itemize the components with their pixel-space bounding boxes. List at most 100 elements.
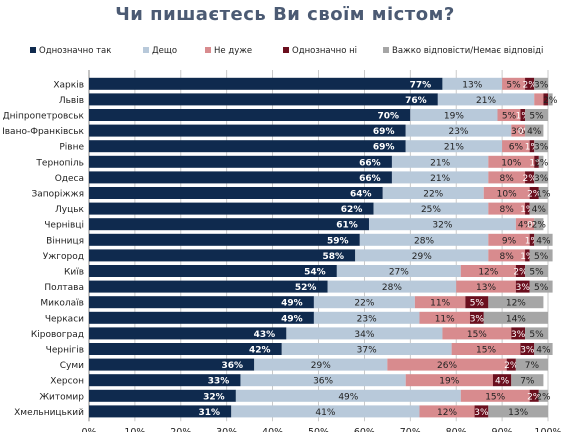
data-label: 15%	[467, 330, 487, 340]
bar-segment	[474, 405, 489, 418]
bar-segment	[368, 218, 516, 231]
chart-title: Чи пишаєтесь Ви своїм містом?	[115, 4, 455, 25]
data-label: 31%	[199, 408, 221, 418]
category-label: Луцьк	[55, 205, 85, 215]
category-label: Кіровоград	[31, 330, 84, 340]
bar-segment	[89, 358, 255, 371]
data-label: 58%	[322, 252, 344, 262]
bar-segment	[488, 233, 530, 246]
bar-segment	[419, 311, 470, 324]
bar-segment	[460, 389, 530, 402]
data-label: 0%	[518, 127, 533, 137]
bar-segment	[502, 77, 526, 90]
category-label: Суми	[60, 361, 84, 371]
category-label: Вінниця	[46, 236, 84, 246]
data-label: 10%	[501, 158, 521, 168]
bar-segment	[89, 405, 232, 418]
bar-segment	[327, 280, 457, 293]
bar-segment	[534, 140, 548, 153]
data-label: 13%	[508, 408, 528, 418]
data-label: 3%	[520, 346, 535, 356]
data-label: 2%	[522, 80, 537, 90]
bar-segment	[89, 296, 314, 309]
data-label: 5%	[502, 112, 517, 122]
bar-segment	[240, 374, 406, 387]
data-label: 5%	[529, 112, 544, 122]
data-label: 10%	[497, 190, 517, 200]
data-label: 27%	[389, 268, 409, 278]
bar-segment	[525, 77, 535, 90]
data-label: 3%	[474, 408, 489, 418]
data-label: 37%	[357, 346, 377, 356]
category-label: Чернігів	[46, 346, 84, 356]
data-label: 5%	[506, 80, 521, 90]
data-label: 5%	[529, 268, 544, 278]
category-label: Дніпропетровськ	[3, 112, 85, 122]
bar-segment	[89, 327, 287, 340]
bar-segment	[89, 93, 438, 106]
bar-segment	[529, 249, 553, 262]
bar-segment	[442, 77, 503, 90]
bar-segment	[231, 405, 420, 418]
bar-segment	[391, 171, 489, 184]
data-label: 23%	[448, 127, 468, 137]
data-label: 77%	[410, 80, 432, 90]
bar-segment	[483, 187, 530, 199]
data-label: 49%	[281, 314, 303, 324]
data-label: 11%	[430, 299, 450, 309]
data-label: 36%	[221, 361, 243, 371]
bar-segment	[520, 343, 535, 355]
data-label: 13%	[462, 80, 482, 90]
bar-segment	[515, 265, 526, 277]
data-label: 13%	[476, 283, 496, 293]
x-tick-label: 30%	[216, 427, 237, 432]
bar-segment	[529, 187, 539, 199]
bar-segment	[89, 140, 406, 153]
legend-label: Важко відповісти/Немає відповіді	[392, 46, 543, 56]
data-label: 2%	[504, 361, 519, 371]
data-label: 4%	[532, 205, 547, 215]
data-label: 7%	[520, 377, 535, 387]
data-label: 7%	[525, 361, 540, 371]
category-label: Київ	[64, 268, 84, 278]
data-label: 33%	[208, 377, 230, 387]
x-tick-label: 70%	[400, 427, 421, 432]
bar-segment	[529, 202, 548, 215]
category-label: Львів	[59, 96, 84, 106]
data-label: 3%	[534, 174, 549, 184]
bar-segment	[502, 140, 530, 153]
data-label: 61%	[336, 221, 358, 231]
data-label: 2%	[532, 221, 547, 231]
x-tick-label: 100%	[534, 427, 561, 432]
category-label: Черкаси	[45, 314, 84, 324]
data-label: 0%	[527, 221, 542, 231]
data-label: 1%	[529, 158, 544, 168]
bar-segment	[451, 343, 521, 355]
data-label: 29%	[311, 361, 331, 371]
bar-segment	[89, 124, 406, 137]
data-label: 59%	[327, 236, 349, 246]
data-label: 15%	[476, 346, 496, 356]
bar-segment	[336, 265, 461, 277]
bar-segment	[534, 171, 548, 184]
data-label: 3%	[470, 314, 485, 324]
bar-segment	[465, 296, 489, 309]
bar-segment	[281, 343, 452, 355]
data-label: 41%	[315, 408, 335, 418]
data-label: 76%	[405, 96, 427, 106]
data-label: 22%	[354, 299, 374, 309]
bar-segment	[525, 327, 548, 340]
data-label: 4%	[495, 377, 510, 387]
bar-segment	[488, 155, 535, 168]
category-label: Одеса	[55, 174, 84, 184]
data-label: 62%	[341, 205, 363, 215]
bar-segment	[515, 218, 535, 231]
bar-segment	[313, 311, 420, 324]
data-label: 54%	[304, 268, 326, 278]
bar-segment	[405, 124, 512, 137]
data-label: 49%	[281, 299, 303, 309]
bar-segment	[525, 249, 530, 262]
bar-segment	[410, 109, 498, 121]
category-label: Миколаїв	[40, 299, 84, 309]
